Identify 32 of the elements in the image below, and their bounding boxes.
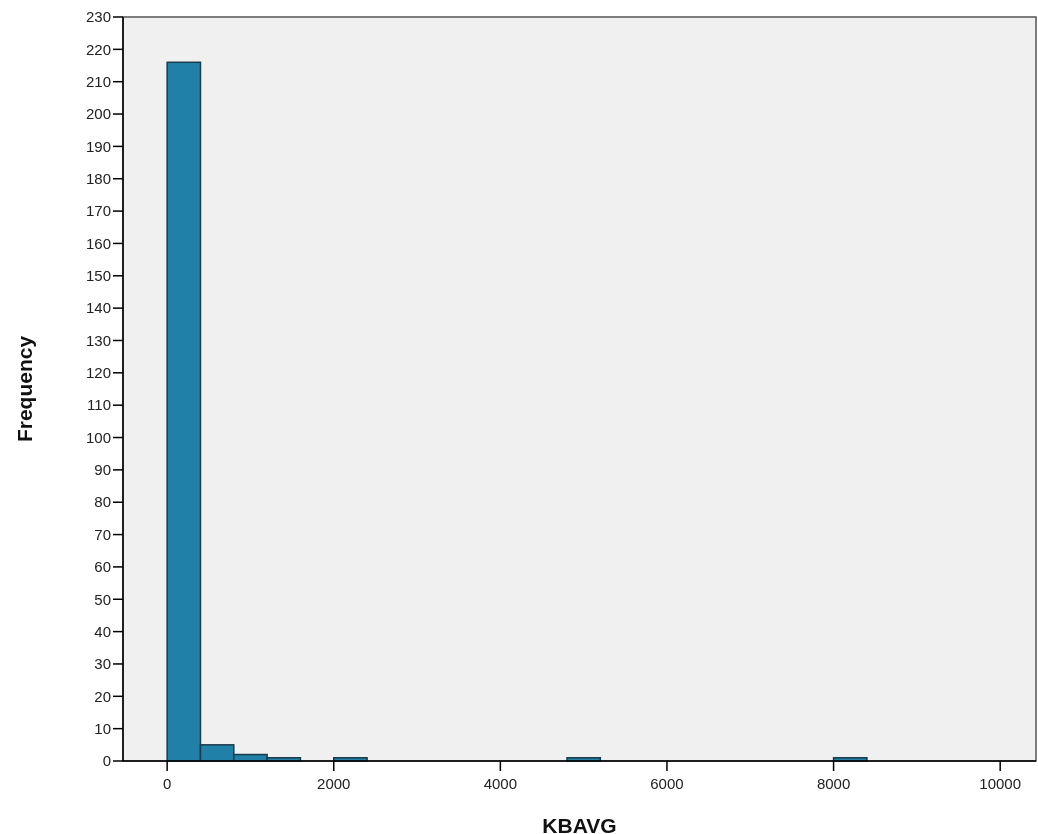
x-tick-label: 0 <box>162 775 172 792</box>
y-tick-label: 130 <box>85 331 111 349</box>
y-tick-label: 140 <box>85 299 111 317</box>
y-tick-label: 30 <box>94 655 111 673</box>
y-tick-label: 230 <box>85 8 111 26</box>
x-tick-label: 4000 <box>483 775 518 792</box>
y-tick-label: 160 <box>85 234 111 252</box>
x-axis-title: KBAVG <box>542 814 617 834</box>
y-tick-label: 200 <box>85 105 111 123</box>
y-tick-label: 220 <box>85 40 111 58</box>
x-tick-label: 8000 <box>816 775 851 792</box>
y-tick-label: 0 <box>102 752 111 770</box>
y-tick-label: 40 <box>94 622 111 640</box>
x-tick-label: 2000 <box>317 775 351 792</box>
y-tick-label: 10 <box>94 719 111 737</box>
x-tick-label: 10000 <box>979 775 1022 792</box>
y-tick-label: 80 <box>94 493 111 511</box>
y-tick-label: 170 <box>85 202 111 220</box>
y-tick-label: 100 <box>85 428 111 446</box>
y-tick-label: 210 <box>85 72 111 90</box>
x-tick-label: 6000 <box>650 775 684 792</box>
y-tick-label: 120 <box>85 364 111 382</box>
y-tick-label: 90 <box>94 461 111 479</box>
y-tick-label: 110 <box>87 396 111 414</box>
y-tick-label: 50 <box>94 590 111 608</box>
y-tick-label: 70 <box>94 525 111 543</box>
y-tick-label: 60 <box>94 558 111 576</box>
y-tick-label: 180 <box>85 169 111 187</box>
y-axis-title: Frequency <box>13 335 36 443</box>
y-tick-label: 150 <box>85 267 111 285</box>
y-tick-label: 20 <box>94 687 111 705</box>
y-tick-label: 190 <box>85 137 111 155</box>
